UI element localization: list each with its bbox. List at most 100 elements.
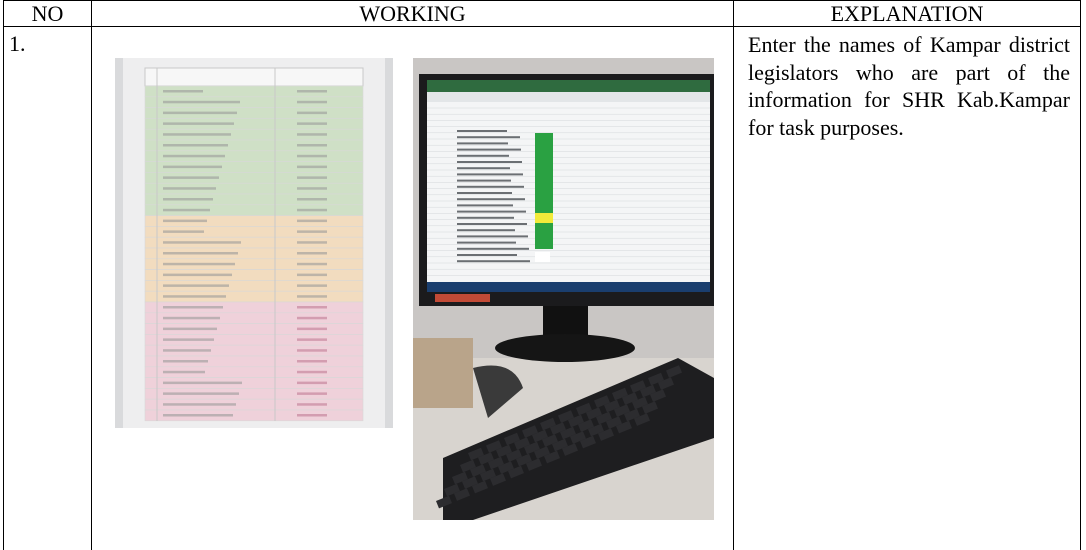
sheet-ink [457, 254, 517, 256]
table-border [3, 0, 4, 550]
sticker [435, 294, 490, 302]
list-ink [297, 316, 327, 320]
list-ink [163, 187, 216, 190]
key [542, 434, 558, 447]
sheet-ink [457, 154, 509, 157]
key [470, 464, 486, 477]
list-ink [163, 208, 210, 212]
list-ink [297, 273, 327, 277]
key [616, 420, 632, 434]
key [594, 395, 610, 408]
list-ink [163, 360, 208, 363]
toolbar [427, 92, 710, 102]
key [478, 452, 494, 465]
list-ink [163, 392, 239, 395]
key [634, 413, 650, 426]
key [526, 458, 542, 471]
list-ink [163, 241, 241, 244]
green-column [535, 133, 553, 249]
key [624, 408, 640, 422]
key [632, 396, 648, 410]
list-ink [163, 295, 226, 298]
list-ink [297, 176, 327, 179]
list-ink [163, 262, 235, 266]
key [578, 419, 594, 432]
key [568, 414, 584, 428]
sheet-ink [457, 241, 516, 244]
monitor-stand [543, 306, 588, 336]
key [454, 488, 470, 501]
explanation-text: Enter the names of Kampar district legis… [748, 32, 1070, 140]
table-border [3, 0, 1081, 1]
list-ink [163, 111, 237, 115]
list-ink [297, 252, 327, 255]
key [540, 417, 556, 431]
list-ink [163, 133, 231, 136]
list-ink [163, 403, 236, 406]
list-ink [163, 90, 203, 93]
sheet-ink [457, 192, 512, 194]
key [650, 389, 666, 402]
sheet-ink [457, 260, 530, 263]
key [596, 411, 612, 425]
list-ink [163, 370, 205, 374]
key [550, 422, 566, 435]
sheet-ink [457, 216, 514, 219]
key [496, 444, 512, 458]
list-ink [297, 219, 327, 223]
key [588, 423, 604, 437]
key [444, 483, 460, 497]
list-ink [163, 165, 222, 169]
list-ink [163, 316, 220, 320]
sheet-ink [457, 173, 523, 176]
key [534, 446, 550, 459]
sheet-ink [457, 223, 527, 225]
list-ink [297, 144, 327, 147]
key [498, 461, 514, 474]
list-ink [297, 187, 327, 190]
yellow-cells [535, 213, 553, 223]
list-ink [163, 100, 240, 104]
cables [473, 365, 523, 418]
key [612, 387, 628, 401]
table-border [91, 0, 92, 550]
key [614, 404, 630, 417]
list-ink [163, 327, 217, 331]
list-ink [297, 306, 327, 309]
key [586, 407, 602, 420]
header-cell: EXPLANATION [830, 1, 984, 26]
key [524, 441, 540, 455]
key [522, 425, 538, 438]
list-ink [297, 154, 327, 158]
list-ink [297, 327, 327, 331]
list-ink [163, 122, 234, 125]
list-ink [297, 262, 327, 266]
taskbar [427, 282, 710, 292]
sheet-ink [457, 142, 508, 145]
list-ink [297, 338, 327, 341]
list-ink [163, 284, 229, 287]
key [504, 432, 520, 446]
key [598, 428, 614, 441]
key [604, 399, 620, 413]
list-ink [297, 360, 327, 363]
key [666, 365, 682, 378]
key [462, 476, 478, 489]
sheet-ink [457, 229, 515, 232]
key [558, 410, 574, 423]
list-header [144, 67, 364, 87]
key [570, 431, 586, 444]
key [658, 377, 674, 390]
list-ink [297, 133, 327, 136]
key [468, 447, 484, 461]
list-ink [163, 154, 225, 158]
key [490, 473, 506, 486]
list-ink [163, 176, 219, 179]
key [472, 480, 488, 494]
list-ink [297, 208, 327, 212]
table-border [733, 0, 734, 550]
key [576, 402, 592, 416]
table-border [1080, 0, 1081, 550]
list-ink [163, 306, 223, 309]
